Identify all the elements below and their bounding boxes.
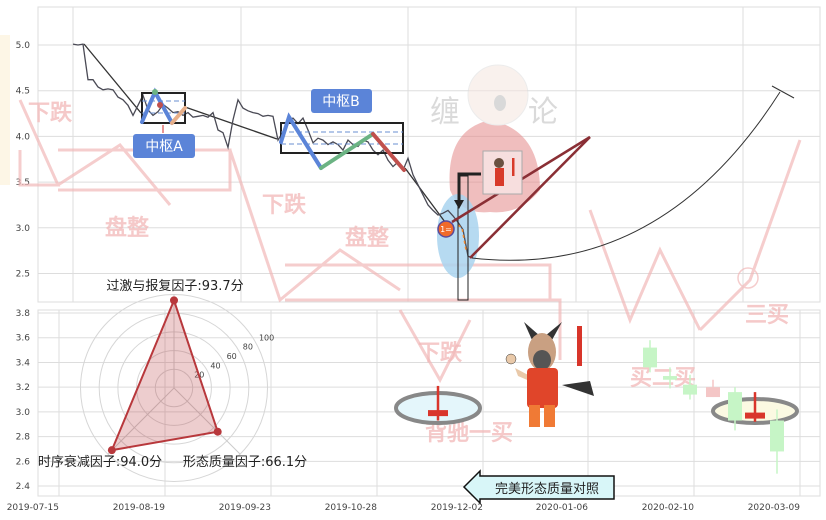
x-tick-label: 2019-08-19 xyxy=(113,503,166,513)
mascot-dog-icon xyxy=(505,322,594,427)
y-tick-label: 3.0 xyxy=(16,224,31,234)
projection-curve xyxy=(471,91,781,261)
watermark-phrase: 下跌 xyxy=(262,193,307,218)
bottom-plot-frame xyxy=(37,309,821,497)
y-tick-label: 2.6 xyxy=(16,457,31,467)
y-tick-label: 2.4 xyxy=(16,482,31,492)
candlesticks xyxy=(428,340,784,474)
pivot-b xyxy=(279,112,406,172)
radar-point xyxy=(107,446,116,455)
trend-line xyxy=(83,43,142,114)
watermark-brand-char: 论 xyxy=(528,95,558,130)
top-y-axis: 5.0 4.5 4.0 3.5 3.0 2.5 xyxy=(16,41,31,280)
marker-badge-text: 1= xyxy=(440,225,452,234)
radar-label-overreaction: 过激与报复因子:93.7分 xyxy=(106,279,243,294)
watermark-phrase: 盘整 xyxy=(105,215,149,241)
x-tick-label: 2020-02-10 xyxy=(642,503,695,513)
y-tick-label: 2.5 xyxy=(16,270,30,280)
watermark-brand-char: 缠 xyxy=(430,95,460,130)
candle-body xyxy=(643,347,657,368)
y-tick-label: 3.8 xyxy=(16,309,31,319)
y-tick-label: 3.5 xyxy=(16,178,30,188)
down-arrow-icon xyxy=(457,172,481,203)
radar-label-time-decay: 时序衰减因子:94.0分 xyxy=(38,454,162,470)
trend-line xyxy=(184,106,278,140)
callout-label: 完美形态质量对照 xyxy=(495,482,599,497)
pivot-a-label: 中枢A xyxy=(133,134,195,158)
radar-area xyxy=(110,297,220,452)
rebound-line xyxy=(469,136,591,259)
radar-point xyxy=(213,427,222,436)
pivot-b-text: 中枢B xyxy=(322,94,360,110)
x-tick-label: 2019-10-28 xyxy=(325,503,378,513)
x-tick-label: 2019-07-15 xyxy=(7,503,59,513)
candle-body xyxy=(428,410,448,417)
curve-end-tick xyxy=(771,85,795,99)
candle-body xyxy=(663,376,677,380)
y-tick-label: 2.8 xyxy=(16,433,31,443)
radar-spoke xyxy=(173,387,241,455)
trend-line xyxy=(404,167,446,223)
radar-ring-label: 40 xyxy=(210,361,220,370)
candle-body xyxy=(728,392,742,421)
x-tick-label: 2019-09-23 xyxy=(219,503,271,513)
radar-point xyxy=(170,296,178,305)
watermark-diagram xyxy=(18,99,802,384)
radar-spoke xyxy=(107,387,175,455)
radar-label-form-quality: 形态质量因子:66.1分 xyxy=(183,455,307,470)
side-tint xyxy=(0,35,10,185)
y-tick-label: 4.5 xyxy=(16,87,30,97)
watermark-text: 下跌 盘整 下跌 盘整 下跌 背驰一买 三买 买二买 xyxy=(28,101,789,446)
y-tick-label: 3.2 xyxy=(16,383,30,393)
bottom-x-axis: 2019-07-15 2019-08-19 2019-09-23 2019-10-28… xyxy=(7,503,801,513)
y-tick-label: 3.6 xyxy=(16,334,31,344)
pivot-b-label: 中枢B xyxy=(311,89,372,113)
candle-body xyxy=(770,420,784,452)
marker-badge xyxy=(437,220,455,238)
top-plot-frame xyxy=(37,6,821,303)
price-line xyxy=(72,43,474,259)
x-tick-label: 2020-03-09 xyxy=(748,503,801,513)
watermark-phrase: 下跌 xyxy=(28,101,73,126)
pivot-a xyxy=(140,87,187,133)
projection-dash xyxy=(457,224,467,251)
arrowhead-icon xyxy=(454,200,464,209)
y-tick-label: 5.0 xyxy=(16,41,31,51)
bottom-range-box xyxy=(457,175,469,301)
candle-body xyxy=(706,387,720,398)
x-tick-label: 2020-01-06 xyxy=(536,503,589,513)
y-tick-label: 4.0 xyxy=(16,132,31,142)
comparison-callout: 完美形态质量对照 xyxy=(462,469,615,505)
candle-body xyxy=(745,412,765,419)
radar-ring-label: 80 xyxy=(243,343,253,352)
watermark-phrase: 盘整 xyxy=(345,225,389,251)
watermark-phrase: 下跌 xyxy=(418,341,463,366)
radar-ring-label: 100 xyxy=(259,333,274,342)
watermark-phrase: 背驰一买 xyxy=(425,421,513,446)
bottom-y-axis: 3.8 3.6 3.4 3.2 3.0 2.8 2.6 2.4 xyxy=(16,309,31,492)
candle-body xyxy=(683,384,697,395)
y-tick-label: 3.0 xyxy=(16,408,31,418)
y-tick-label: 3.4 xyxy=(16,358,31,368)
radar-ring-label: 60 xyxy=(227,352,237,361)
watermark-phrase: 三买 xyxy=(745,303,789,328)
mini-mascot-thumbnail xyxy=(482,150,523,195)
x-tick-label: 2019-12-02 xyxy=(431,503,483,513)
pivot-a-text: 中枢A xyxy=(145,139,183,155)
